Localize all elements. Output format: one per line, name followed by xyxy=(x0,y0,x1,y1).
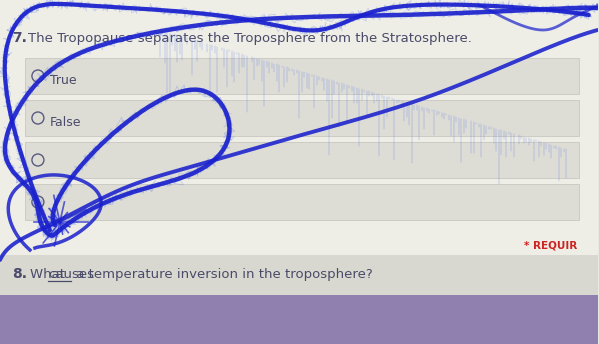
Text: * REQUIR: * REQUIR xyxy=(524,240,577,250)
Bar xyxy=(25,100,579,136)
Text: a temperature inversion in the troposphere?: a temperature inversion in the troposphe… xyxy=(72,268,373,281)
Bar xyxy=(0,255,598,295)
Bar xyxy=(25,142,579,178)
Bar xyxy=(0,295,598,344)
Text: causes: causes xyxy=(49,268,95,281)
Text: False: False xyxy=(50,116,81,129)
Text: What: What xyxy=(30,268,69,281)
Bar xyxy=(25,58,579,94)
Text: True: True xyxy=(50,74,77,86)
Bar xyxy=(25,184,579,220)
Bar xyxy=(0,0,598,270)
Text: 8.: 8. xyxy=(12,267,27,281)
Text: 7.: 7. xyxy=(12,31,27,45)
Text: The Tropopause separates the Troposphere from the Stratosphere.: The Tropopause separates the Troposphere… xyxy=(28,32,472,45)
